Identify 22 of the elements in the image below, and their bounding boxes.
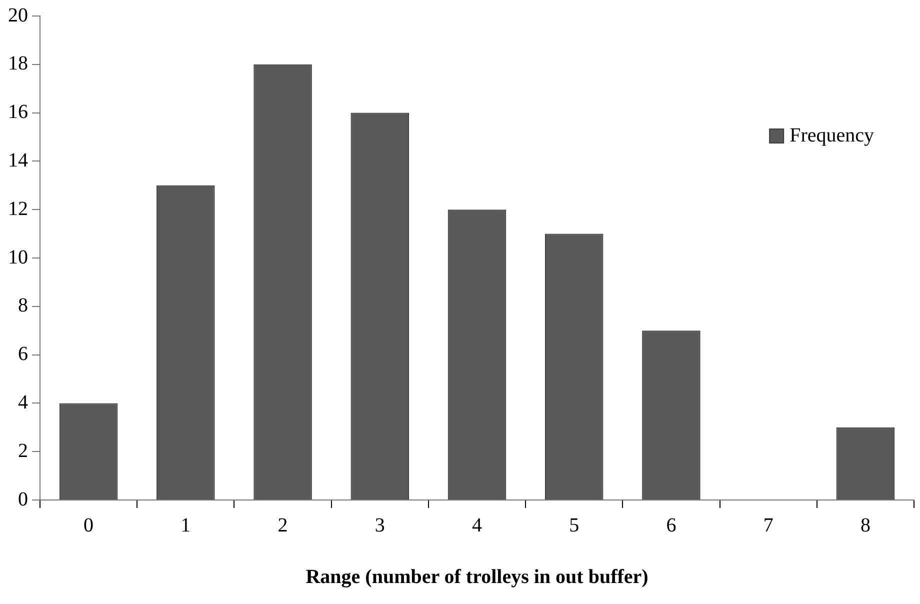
x-tick-label: 8	[860, 514, 870, 536]
x-tick-label: 4	[472, 514, 482, 536]
y-tick-label: 8	[18, 294, 28, 317]
x-tick-label: 6	[666, 514, 676, 536]
x-tick-label: 2	[278, 514, 288, 536]
y-tick-label: 18	[8, 52, 28, 75]
y-tick-label: 6	[18, 343, 28, 366]
legend-label: Frequency	[790, 124, 874, 146]
y-tick-label: 14	[8, 149, 28, 172]
x-tick-label: 5	[569, 514, 580, 536]
x-tick-label: 1	[180, 514, 191, 536]
x-tick-label: 7	[763, 514, 774, 536]
x-tick-label: 0	[84, 514, 94, 536]
y-tick-label: 0	[18, 488, 28, 510]
y-tick-label: 10	[8, 246, 28, 268]
y-tick-label: 4	[18, 391, 28, 414]
y-tick-label: 16	[8, 101, 28, 124]
y-tick-label: 2	[18, 440, 28, 462]
y-tick-label: 12	[8, 198, 28, 220]
x-tick-label: 3	[374, 514, 385, 536]
x-axis-title: Range (number of trolleys in out buffer)	[306, 566, 648, 588]
y-tick-label: 20	[8, 4, 28, 26]
